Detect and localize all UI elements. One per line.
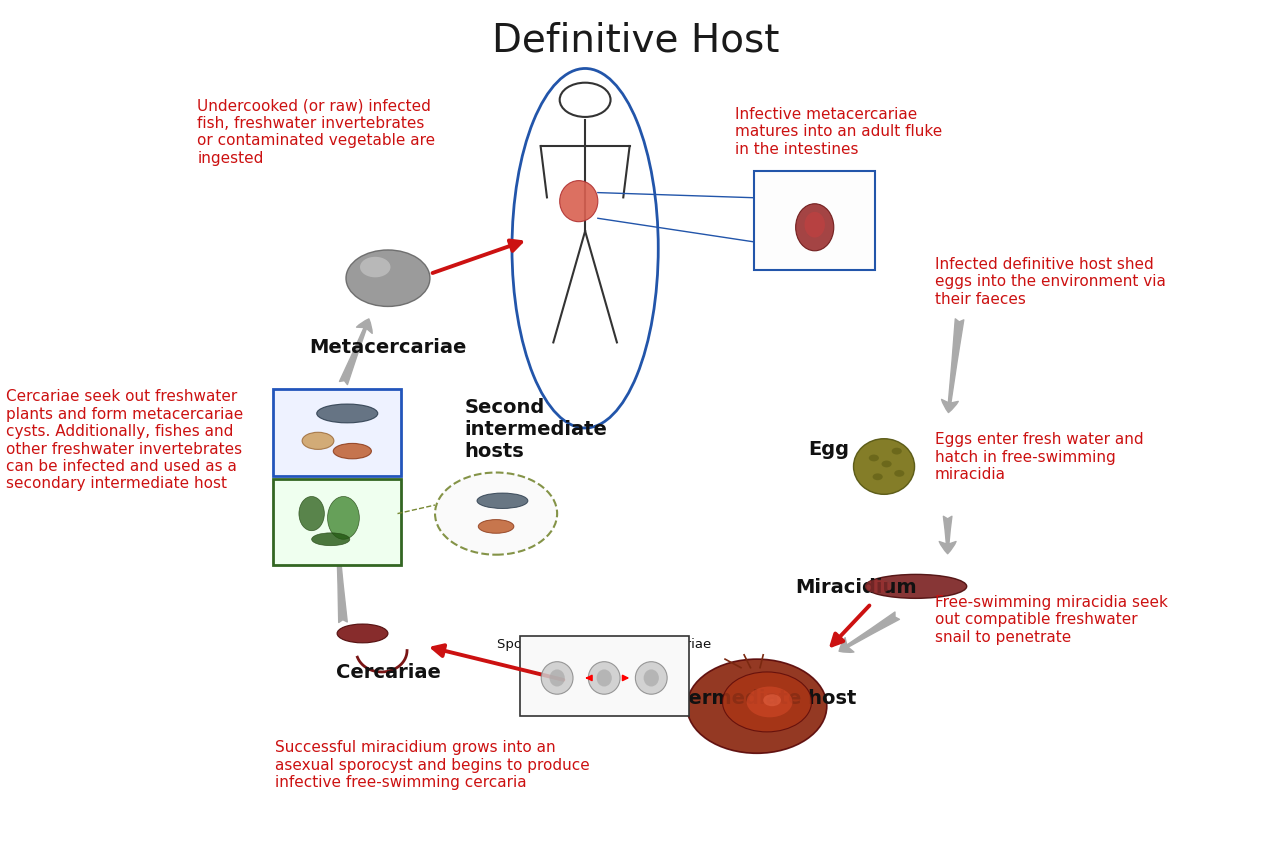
Ellipse shape xyxy=(636,662,667,694)
Ellipse shape xyxy=(303,432,333,449)
Circle shape xyxy=(346,250,430,306)
Text: Second
intermediate
hosts: Second intermediate hosts xyxy=(464,398,607,461)
Text: Intermediate host: Intermediate host xyxy=(658,689,856,708)
Text: Cercariae: Cercariae xyxy=(336,663,440,682)
Circle shape xyxy=(360,257,391,277)
Ellipse shape xyxy=(588,662,619,694)
Text: Undercooked (or raw) infected
fish, freshwater invertebrates
or contaminated veg: Undercooked (or raw) infected fish, fres… xyxy=(197,98,435,166)
Ellipse shape xyxy=(333,443,371,459)
Ellipse shape xyxy=(337,624,388,643)
Ellipse shape xyxy=(597,669,612,687)
Circle shape xyxy=(435,473,557,555)
Ellipse shape xyxy=(865,580,890,593)
Text: Sporocyst > Rediae > Cercariae: Sporocyst > Rediae > Cercariae xyxy=(497,638,711,651)
Ellipse shape xyxy=(542,662,572,694)
Ellipse shape xyxy=(560,181,598,222)
Circle shape xyxy=(873,473,883,480)
Ellipse shape xyxy=(550,669,565,687)
Text: Infective metacercariae
matures into an adult fluke
in the intestines: Infective metacercariae matures into an … xyxy=(735,107,943,157)
Circle shape xyxy=(722,672,812,732)
Ellipse shape xyxy=(854,438,915,495)
FancyBboxPatch shape xyxy=(273,479,402,565)
Circle shape xyxy=(892,448,902,455)
Ellipse shape xyxy=(478,520,514,533)
Text: Miracidium: Miracidium xyxy=(795,578,917,597)
Ellipse shape xyxy=(317,404,378,423)
Ellipse shape xyxy=(804,211,824,237)
Ellipse shape xyxy=(312,532,350,546)
Circle shape xyxy=(881,461,892,467)
FancyBboxPatch shape xyxy=(273,389,402,476)
Circle shape xyxy=(687,659,827,753)
Text: Successful miracidium grows into an
asexual sporocyst and begins to produce
infe: Successful miracidium grows into an asex… xyxy=(275,740,590,790)
Ellipse shape xyxy=(328,496,359,539)
Circle shape xyxy=(869,455,879,461)
Text: Egg: Egg xyxy=(809,440,850,459)
Text: Free-swimming miracidia seek
out compatible freshwater
snail to penetrate: Free-swimming miracidia seek out compati… xyxy=(935,595,1168,645)
Text: Eggs enter fresh water and
hatch in free-swimming
miracidia: Eggs enter fresh water and hatch in free… xyxy=(935,432,1144,482)
Ellipse shape xyxy=(477,493,528,508)
Text: Metacercariae: Metacercariae xyxy=(309,338,467,357)
Ellipse shape xyxy=(865,574,967,598)
Ellipse shape xyxy=(644,669,659,687)
Text: Cercariae seek out freshwater
plants and form metacercariae
cysts. Additionally,: Cercariae seek out freshwater plants and… xyxy=(6,389,244,491)
Circle shape xyxy=(763,694,781,706)
Circle shape xyxy=(894,470,904,477)
Ellipse shape xyxy=(796,204,834,251)
Ellipse shape xyxy=(299,496,324,531)
Text: Infected definitive host shed
eggs into the environment via
their faeces: Infected definitive host shed eggs into … xyxy=(935,257,1166,306)
Text: Definitive Host: Definitive Host xyxy=(492,21,780,59)
FancyBboxPatch shape xyxy=(754,171,875,270)
FancyBboxPatch shape xyxy=(519,637,689,716)
Circle shape xyxy=(747,687,792,717)
